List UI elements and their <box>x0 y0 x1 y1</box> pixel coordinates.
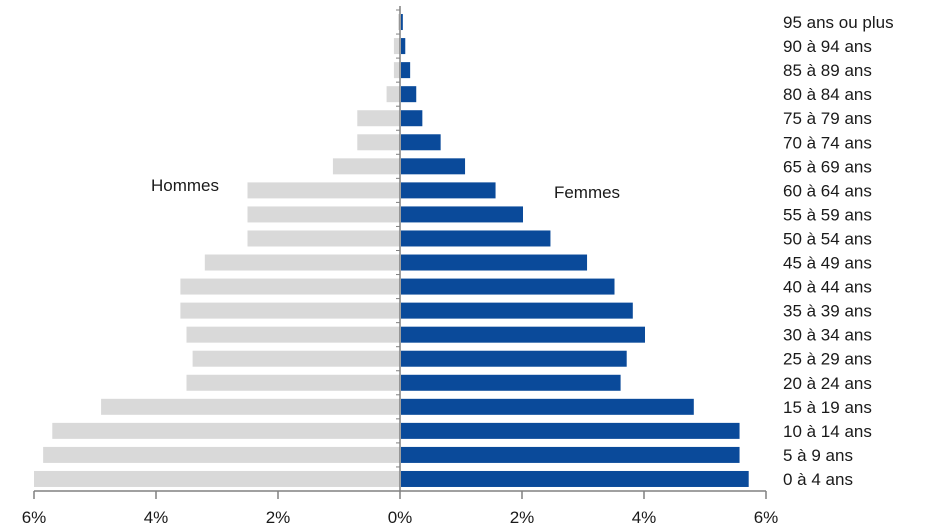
age-group-label: 40 à 44 ans <box>783 278 872 297</box>
x-tick-label: 4% <box>144 508 169 527</box>
men-bars-group <box>34 14 401 487</box>
age-group-label: 60 à 64 ans <box>783 181 872 200</box>
series-label-hommes: Hommes <box>151 176 219 195</box>
bar-hommes <box>43 446 401 463</box>
age-group-label: 55 à 59 ans <box>783 205 872 224</box>
bar-femmes <box>401 470 749 487</box>
bar-femmes <box>401 182 496 199</box>
bar-femmes <box>401 254 588 271</box>
bar-hommes <box>247 182 400 199</box>
bar-femmes <box>401 14 403 31</box>
bar-femmes <box>401 302 633 319</box>
bar-femmes <box>401 62 411 79</box>
series-label-femmes: Femmes <box>554 183 620 202</box>
bar-hommes <box>398 14 400 31</box>
age-group-label: 80 à 84 ans <box>783 85 872 104</box>
age-group-label: 0 à 4 ans <box>783 470 853 489</box>
bar-femmes <box>401 374 621 391</box>
age-group-label: 35 à 39 ans <box>783 302 872 321</box>
bar-hommes <box>34 470 400 487</box>
bar-femmes <box>401 206 523 223</box>
age-group-label: 25 à 29 ans <box>783 350 872 369</box>
x-tick-label: 6% <box>22 508 47 527</box>
age-group-label: 5 à 9 ans <box>783 446 853 465</box>
bar-femmes <box>401 230 551 247</box>
bar-femmes <box>401 398 694 415</box>
bar-hommes <box>52 422 401 439</box>
women-bars-group <box>401 14 749 487</box>
bar-femmes <box>401 350 627 367</box>
x-tick-labels-group: 6% 4% 2% 0% 2% 4% 6% <box>22 508 779 527</box>
bar-femmes <box>401 422 740 439</box>
age-group-label: 70 à 74 ans <box>783 133 872 152</box>
age-group-label: 15 à 19 ans <box>783 398 872 417</box>
bar-hommes <box>247 230 400 247</box>
bar-femmes <box>401 158 466 175</box>
age-group-label: 95 ans ou plus <box>783 13 894 32</box>
bar-hommes <box>357 110 400 127</box>
bar-hommes <box>186 374 400 391</box>
bar-hommes <box>204 254 400 271</box>
bar-femmes <box>401 38 406 55</box>
age-group-label: 30 à 34 ans <box>783 326 872 345</box>
bar-femmes <box>401 86 417 103</box>
age-group-label: 65 à 69 ans <box>783 157 872 176</box>
bar-hommes <box>247 206 400 223</box>
axes-group <box>33 6 767 499</box>
bar-hommes <box>192 350 400 367</box>
bar-hommes <box>180 278 400 295</box>
bar-hommes <box>332 158 400 175</box>
bar-hommes <box>393 38 400 55</box>
bar-hommes <box>186 326 400 343</box>
x-tick-label: 2% <box>510 508 535 527</box>
age-group-label: 20 à 24 ans <box>783 374 872 393</box>
x-tick-label: 4% <box>632 508 657 527</box>
bar-hommes <box>393 62 400 79</box>
x-tick-label: 6% <box>754 508 779 527</box>
x-tick-label: 0% <box>388 508 413 527</box>
age-group-label: 10 à 14 ans <box>783 422 872 441</box>
bar-femmes <box>401 110 423 127</box>
bar-femmes <box>401 134 441 151</box>
age-group-label: 90 à 94 ans <box>783 37 872 56</box>
bar-femmes <box>401 326 645 343</box>
bar-femmes <box>401 278 615 295</box>
age-group-label: 50 à 54 ans <box>783 229 872 248</box>
bar-hommes <box>180 302 400 319</box>
bar-hommes <box>357 134 400 151</box>
age-labels-group: 0 à 4 ans 5 à 9 ans 10 à 14 ans 15 à 19 ans… <box>783 13 894 489</box>
x-tick-label: 2% <box>266 508 291 527</box>
bar-femmes <box>401 446 740 463</box>
age-group-label: 45 à 49 ans <box>783 254 872 273</box>
bar-hommes <box>386 86 400 103</box>
age-group-label: 75 à 79 ans <box>783 109 872 128</box>
bar-hommes <box>101 398 400 415</box>
age-group-label: 85 à 89 ans <box>783 61 872 80</box>
